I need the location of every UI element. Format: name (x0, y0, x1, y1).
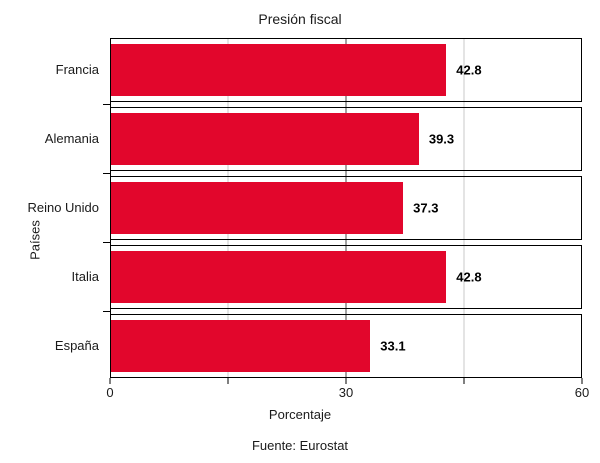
x-axis-tick-0 (109, 378, 111, 384)
category-panel-reino-unido: 37.3 (110, 176, 582, 240)
plot-area: 42.8 39.3 37.3 42.8 33.1 (110, 38, 582, 378)
category-label-espana: España (54, 338, 99, 353)
x-axis-tick-30 (345, 378, 347, 384)
category-panel-espana: 33.1 (110, 314, 582, 378)
chart-title: Presión fiscal (258, 11, 342, 27)
category-panel-alemania: 39.3 (110, 107, 582, 171)
y-axis-tick (103, 242, 110, 243)
bar-espana (111, 320, 371, 372)
x-axis-tick-labels: 0 30 60 (106, 385, 589, 401)
x-tick-label-30: 30 (338, 385, 354, 400)
category-label-francia: Francia (55, 62, 99, 77)
gridline-45 (463, 38, 465, 378)
category-label-italia: Italia (71, 269, 99, 284)
category-panel-italia: 42.8 (110, 245, 582, 309)
x-axis-tick-60 (581, 378, 583, 384)
y-axis-tick (103, 311, 110, 312)
x-tick-label-0: 0 (106, 385, 114, 400)
value-label-italia: 42.8 (456, 269, 482, 285)
bar-alemania (111, 113, 419, 165)
source-caption: Fuente: Eurostat (251, 438, 349, 453)
category-label-reino-unido: Reino Unido (27, 200, 99, 215)
x-axis-tick-15 (227, 378, 229, 384)
category-panel-francia: 42.8 (110, 38, 582, 102)
x-axis-tick-45 (463, 378, 465, 384)
category-label-alemania: Alemania (44, 131, 99, 146)
x-axis-title: Porcentaje (268, 407, 332, 422)
y-axis-title: Países (27, 220, 43, 260)
value-label-alemania: 39.3 (428, 131, 455, 147)
bar-reino-unido (111, 182, 404, 234)
y-axis-tick (103, 104, 110, 105)
x-tick-label-60: 60 (574, 385, 590, 400)
value-label-espana: 33.1 (380, 338, 406, 354)
value-label-reino-unido: 37.3 (413, 200, 439, 216)
bar-italia (111, 251, 447, 303)
bar-francia (111, 44, 447, 96)
value-label-francia: 42.8 (456, 62, 482, 78)
y-axis-tick (103, 173, 110, 174)
x-axis-ticks (109, 378, 583, 384)
